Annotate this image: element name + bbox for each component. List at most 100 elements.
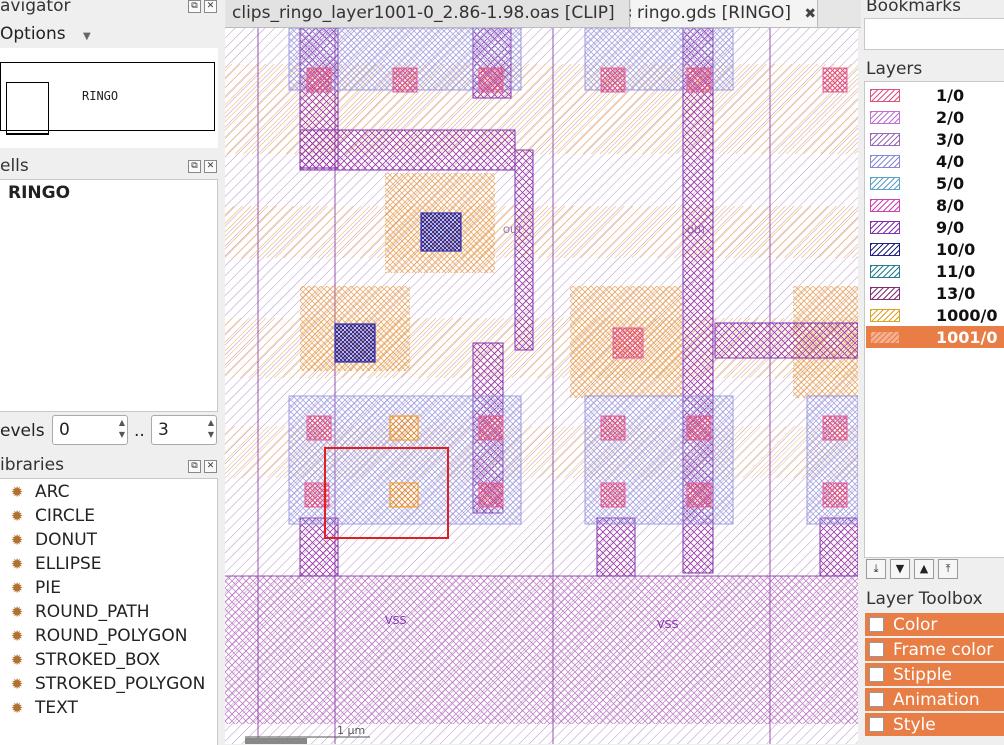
close-icon[interactable]: ✕ xyxy=(204,160,217,173)
library-item[interactable]: ✹ STROKED_POLYGON xyxy=(8,674,206,694)
layer-move-buttons: ⤓ ▼ ▲ ⤒ xyxy=(866,559,958,579)
library-item[interactable]: ✹ ROUND_POLYGON xyxy=(8,626,188,646)
toolbox-label: Stipple xyxy=(893,664,952,685)
navigator-dock-buttons: ⧉ ✕ xyxy=(188,0,217,13)
library-item[interactable]: ✹ TEXT xyxy=(8,698,78,718)
toolbox-label: Frame color xyxy=(893,639,994,660)
layers-title: Layers xyxy=(866,59,923,79)
checkbox[interactable] xyxy=(869,642,884,657)
selection-box[interactable] xyxy=(324,447,449,539)
spin-arrows-icon[interactable]: ▲ ▼ xyxy=(118,418,125,439)
scale-label: 1 µm xyxy=(337,724,365,737)
libraries-list[interactable]: ✹ ARC ✹ CIRCLE ✹ DONUT ✹ ELLIPSE ✹ PIE ✹ ROUND_PATH… xyxy=(0,478,218,745)
layer-toolbox-title: Layer Toolbox xyxy=(866,589,983,609)
checkbox[interactable] xyxy=(869,667,884,682)
layer-swatch xyxy=(870,264,900,278)
library-item[interactable]: ✹ ROUND_PATH xyxy=(8,602,150,622)
layer-name: 11/0 xyxy=(936,261,976,281)
library-label: ROUND_PATH xyxy=(35,602,150,622)
layer-row[interactable]: 1/0 xyxy=(866,84,1004,106)
library-item[interactable]: ✹ DONUT xyxy=(8,530,97,550)
checkbox[interactable] xyxy=(869,692,884,707)
layer-row[interactable]: 3/0 xyxy=(866,128,1004,150)
tab-clip-file[interactable]: clips_ringo_layer1001-0_2.86-1.98.oas [C… xyxy=(226,0,640,27)
level-to-spinbox[interactable]: 3 ▲ ▼ xyxy=(151,415,217,445)
layer-name: 1001/0 xyxy=(936,327,998,347)
library-icon: ✹ xyxy=(10,603,24,621)
layer-swatch xyxy=(870,198,900,212)
layer-row[interactable]: 9/0 xyxy=(866,216,1004,238)
tab-label: clips_ringo_layer1001-0_2.86-1.98.oas [C… xyxy=(232,3,615,23)
navigator-options-menu[interactable]: Options ▼ xyxy=(0,24,91,44)
level-to-value: 3 xyxy=(158,420,169,440)
library-item[interactable]: ✹ STROKED_BOX xyxy=(8,650,160,670)
tree-item-ringo[interactable]: RINGO xyxy=(8,183,71,203)
library-icon: ✹ xyxy=(10,651,24,669)
layer-swatch xyxy=(870,308,900,322)
library-icon: ✹ xyxy=(10,483,24,501)
layer-row[interactable]: 5/0 xyxy=(866,172,1004,194)
level-from-spinbox[interactable]: 0 ▲ ▼ xyxy=(52,415,128,445)
cells-tree[interactable]: RINGO xyxy=(0,179,218,412)
levels-label: evels xyxy=(0,421,45,441)
navigator-title: avigator xyxy=(0,0,71,16)
layer-swatch xyxy=(870,110,900,124)
layer-row[interactable]: 13/0 xyxy=(866,282,1004,304)
layer-name: 3/0 xyxy=(936,129,965,149)
layer-name: 2/0 xyxy=(936,107,965,127)
layer-row[interactable]: 1000/0 xyxy=(866,304,1004,326)
layer-swatch xyxy=(870,154,900,168)
library-item[interactable]: ✹ ARC xyxy=(8,482,70,502)
close-icon[interactable]: ✕ xyxy=(204,0,217,13)
toolbox-item[interactable]: Style xyxy=(865,713,1004,736)
move-up-icon[interactable]: ▲ xyxy=(914,559,934,579)
move-to-top-icon[interactable]: ⤒ xyxy=(938,559,958,579)
bookmarks-title: Bookmarks xyxy=(866,0,961,16)
layer-row[interactable]: 2/0 xyxy=(866,106,1004,128)
library-item[interactable]: ✹ CIRCLE xyxy=(8,506,95,526)
close-icon[interactable]: ✖ xyxy=(804,6,817,22)
float-icon[interactable]: ⧉ xyxy=(188,0,201,13)
layer-row[interactable]: 4/0 xyxy=(866,150,1004,172)
preview-viewport-box xyxy=(6,82,49,135)
checkbox[interactable] xyxy=(869,617,884,632)
out-label-2: OUT xyxy=(687,226,707,236)
layer-name: 8/0 xyxy=(936,195,965,215)
libraries-dock-buttons: ⧉ ✕ xyxy=(188,460,217,473)
navigator-preview[interactable]: RINGO xyxy=(0,48,218,148)
spin-arrows-icon[interactable]: ▲ ▼ xyxy=(207,418,214,439)
layer-name: 1/0 xyxy=(936,85,965,105)
preview-label: RINGO xyxy=(82,89,119,103)
tab-ringo-gds[interactable]: ringo.gds [RINGO] ✖ xyxy=(631,0,818,27)
checkbox[interactable] xyxy=(869,717,884,732)
layer-name: 10/0 xyxy=(936,239,976,259)
layer-name: 1000/0 xyxy=(936,305,998,325)
bookmarks-list[interactable] xyxy=(864,18,1004,50)
layout-canvas[interactable]: VSS VSS OUT OUT 1 µm xyxy=(225,28,858,744)
library-icon: ✹ xyxy=(10,531,24,549)
toolbox-item[interactable]: Frame color xyxy=(865,638,1004,661)
float-icon[interactable]: ⧉ xyxy=(188,160,201,173)
toolbox-item[interactable]: Animation xyxy=(865,688,1004,711)
layer-name: 4/0 xyxy=(936,151,965,171)
move-to-bottom-icon[interactable]: ⤓ xyxy=(866,559,886,579)
scale-bar xyxy=(245,738,307,744)
move-down-icon[interactable]: ▼ xyxy=(890,559,910,579)
toolbox-item[interactable]: Stipple xyxy=(865,663,1004,686)
close-icon[interactable]: ✕ xyxy=(204,460,217,473)
float-icon[interactable]: ⧉ xyxy=(188,460,201,473)
layer-row[interactable]: 10/0 xyxy=(866,238,1004,260)
layer-swatch xyxy=(870,330,900,344)
layer-row[interactable]: 8/0 xyxy=(866,194,1004,216)
preview-cell-box xyxy=(0,62,215,131)
layer-row[interactable]: 11/0 xyxy=(866,260,1004,282)
library-item[interactable]: ✹ ELLIPSE xyxy=(8,554,102,574)
toolbox-item[interactable]: Color xyxy=(865,613,1004,636)
library-label: ARC xyxy=(35,482,70,502)
level-separator: .. xyxy=(134,421,145,441)
layer-row[interactable]: 1001/0 xyxy=(866,326,1004,348)
library-item[interactable]: ✹ PIE xyxy=(8,578,61,598)
layer-swatch xyxy=(870,242,900,256)
cells-title: ells xyxy=(0,156,29,176)
library-label: ROUND_POLYGON xyxy=(35,626,188,646)
